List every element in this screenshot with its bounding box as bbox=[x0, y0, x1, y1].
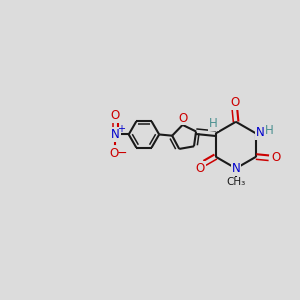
Text: −: − bbox=[117, 147, 128, 160]
Text: N: N bbox=[256, 126, 265, 139]
Text: H: H bbox=[209, 117, 218, 130]
Text: O: O bbox=[230, 96, 239, 109]
Text: +: + bbox=[117, 124, 124, 134]
Text: O: O bbox=[110, 147, 118, 160]
Text: O: O bbox=[178, 112, 188, 124]
Text: O: O bbox=[196, 162, 205, 175]
Text: CH₃: CH₃ bbox=[226, 177, 245, 188]
Text: O: O bbox=[271, 152, 280, 164]
Text: H: H bbox=[265, 124, 274, 137]
Text: N: N bbox=[232, 162, 240, 176]
Text: O: O bbox=[111, 109, 120, 122]
Text: N: N bbox=[111, 128, 120, 141]
